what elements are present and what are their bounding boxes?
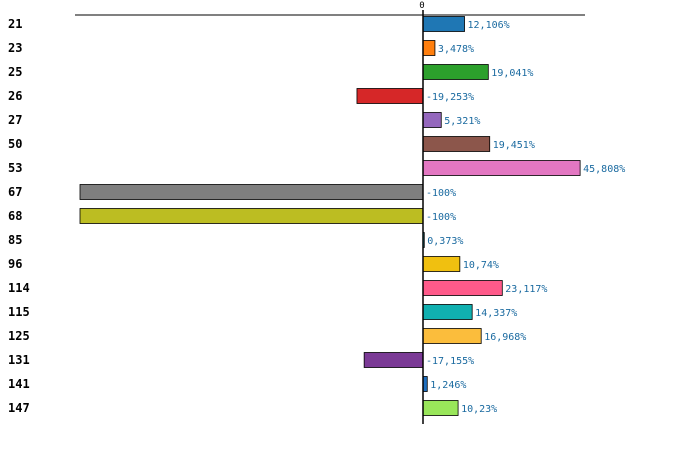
value-label: 10,23% — [461, 404, 497, 415]
value-label: -100% — [426, 212, 456, 223]
category-label: 96 — [8, 257, 22, 271]
value-label: -100% — [426, 188, 456, 199]
bar — [363, 352, 424, 368]
category-label: 125 — [8, 329, 30, 343]
category-label: 141 — [8, 377, 30, 391]
value-label: -19,253% — [426, 92, 474, 103]
bar — [356, 88, 424, 104]
bar — [422, 256, 461, 272]
value-label: -17,155% — [426, 356, 474, 367]
category-label: 85 — [8, 233, 22, 247]
bar — [422, 160, 581, 176]
value-label: 14,337% — [475, 308, 517, 319]
bar — [422, 400, 459, 416]
category-label: 25 — [8, 65, 22, 79]
value-label: 1,246% — [430, 380, 466, 391]
value-label: 45,808% — [583, 164, 625, 175]
bar — [422, 304, 473, 320]
value-label: 19,041% — [491, 68, 533, 79]
bar — [422, 40, 436, 56]
category-label: 147 — [8, 401, 30, 415]
category-label: 23 — [8, 41, 22, 55]
category-label: 50 — [8, 137, 22, 151]
category-label: 131 — [8, 353, 30, 367]
value-label: 10,74% — [463, 260, 499, 271]
category-label: 21 — [8, 17, 22, 31]
bar — [79, 208, 424, 224]
value-label: 23,117% — [505, 284, 547, 295]
bar — [422, 64, 489, 80]
category-label: 68 — [8, 209, 22, 223]
value-label: 3,478% — [438, 44, 474, 55]
category-label: 114 — [8, 281, 30, 295]
value-label: 12,106% — [468, 20, 510, 31]
value-label: 5,321% — [444, 116, 480, 127]
value-label: 16,968% — [484, 332, 526, 343]
category-label: 27 — [8, 113, 22, 127]
bar — [79, 184, 424, 200]
bar — [422, 16, 465, 32]
value-label: 0,373% — [427, 236, 463, 247]
category-label: 115 — [8, 305, 30, 319]
category-label: 53 — [8, 161, 22, 175]
bar — [422, 136, 491, 152]
category-label: 26 — [8, 89, 22, 103]
bar — [422, 112, 442, 128]
bar — [422, 328, 482, 344]
zero-tick-label: 0 — [419, 1, 424, 11]
value-label: 19,451% — [493, 140, 535, 151]
bar — [422, 280, 503, 296]
category-label: 67 — [8, 185, 22, 199]
bars-group: 21 12,106% 23 3,478% 25 19,041% 26 -19,253% 27 5,… — [8, 16, 625, 416]
